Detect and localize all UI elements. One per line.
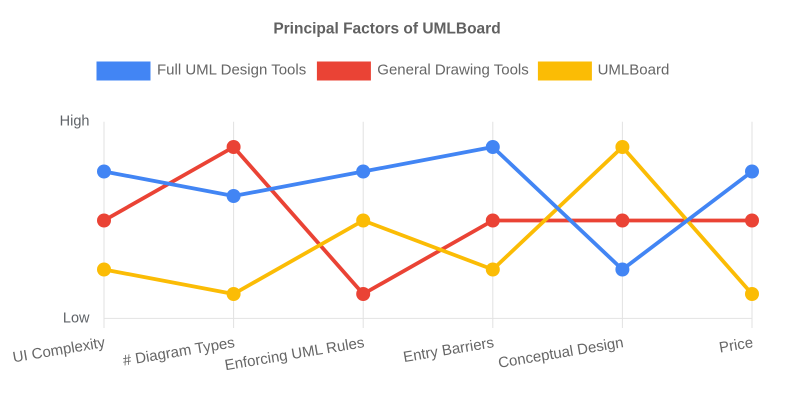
svg-text:Low: Low [63, 311, 90, 327]
svg-text:Principal Factors of UMLBoard: Principal Factors of UMLBoard [273, 20, 500, 37]
svg-text:UMLBoard: UMLBoard [598, 62, 670, 79]
svg-text:High: High [60, 114, 90, 130]
svg-text:Price: Price [718, 334, 755, 356]
svg-text:Full UML Design Tools: Full UML Design Tools [157, 62, 306, 79]
svg-text:General Drawing Tools: General Drawing Tools [377, 62, 528, 79]
